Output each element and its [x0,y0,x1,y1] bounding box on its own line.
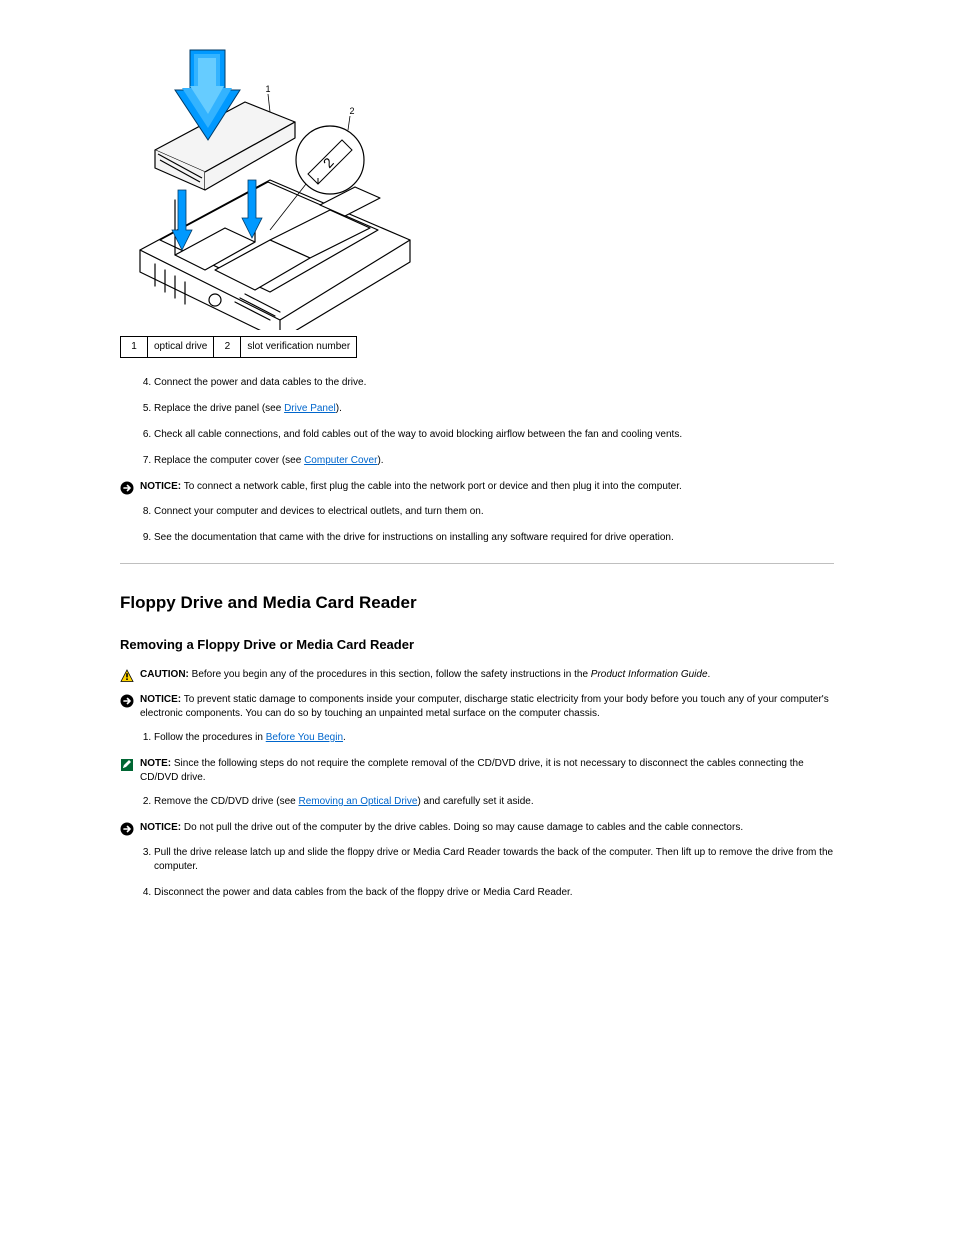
install-steps-continued: Connect your computer and devices to ele… [120,505,834,545]
callout-cell-1-label: optical drive [148,337,214,358]
notice-icon [120,822,134,836]
step-5: Replace the drive panel (see Drive Panel… [154,402,834,416]
step-r2: Remove the CD/DVD drive (see Removing an… [154,795,834,809]
install-steps-top: Connect the power and data cables to the… [120,376,834,468]
caution-icon [120,669,134,683]
section-divider [120,563,834,564]
callout-cell-2-num: 2 [214,337,241,358]
step-8-text: Connect your computer and devices to ele… [154,506,484,517]
notice-static-label: NOTICE: [140,694,181,705]
step-4: Connect the power and data cables to the… [154,376,834,390]
remove-steps-c: Pull the drive release latch up and slid… [120,846,834,900]
step-8: Connect your computer and devices to ele… [154,505,834,519]
step-r4-text: Disconnect the power and data cables fro… [154,887,573,898]
step-7-before: Replace the computer cover (see [154,455,304,466]
step-r4: Disconnect the power and data cables fro… [154,886,834,900]
step-r2-before: Remove the CD/DVD drive (see [154,796,299,807]
callout-1-number: 1 [265,84,270,94]
step-9: See the documentation that came with the… [154,531,834,545]
before-you-begin-link[interactable]: Before You Begin [266,732,343,743]
caution-after: . [708,669,711,680]
caution-before: Before you begin any of the procedures i… [189,669,591,680]
step-9-text: See the documentation that came with the… [154,532,674,543]
step-r1: Follow the procedures in Before You Begi… [154,731,834,745]
step-r1-before: Follow the procedures in [154,732,266,743]
computer-cover-link[interactable]: Computer Cover [304,455,377,466]
caution-safety: CAUTION: Before you begin any of the pro… [120,668,834,683]
step-7-after: ). [377,455,383,466]
section-title: Floppy Drive and Media Card Reader [120,592,834,615]
step-6-text: Check all cable connections, and fold ca… [154,429,682,440]
step-r1-after: . [343,732,346,743]
note-icon [120,758,134,772]
callout-cell-2-label: slot verification number [241,337,357,358]
step-5-before: Replace the drive panel (see [154,403,284,414]
caution-italic: Product Information Guide [591,669,708,680]
section-subtitle: Removing a Floppy Drive or Media Card Re… [120,636,834,654]
notice-cables-label: NOTICE: [140,822,181,833]
drive-panel-link[interactable]: Drive Panel [284,403,336,414]
note-cddvd: NOTE: Since the following steps do not r… [120,757,834,785]
notice-text: To connect a network cable, first plug t… [181,481,682,492]
step-4-text: Connect the power and data cables to the… [154,377,366,388]
step-r3: Pull the drive release latch up and slid… [154,846,834,874]
step-r2-after: ) and carefully set it aside. [417,796,533,807]
notice-cables-text: Do not pull the drive out of the compute… [181,822,743,833]
notice-icon [120,481,134,495]
caution-label: CAUTION: [140,669,189,680]
removing-optical-drive-link[interactable]: Removing an Optical Drive [299,796,418,807]
installation-figure: 2 1 2 [120,40,420,330]
notice-static-text: To prevent static damage to components i… [140,694,829,719]
remove-steps-b: Remove the CD/DVD drive (see Removing an… [120,795,834,809]
callout-cell-1-num: 1 [121,337,148,358]
remove-steps-a: Follow the procedures in Before You Begi… [120,731,834,745]
step-7: Replace the computer cover (see Computer… [154,454,834,468]
note-label: NOTE: [140,758,171,769]
note-text: Since the following steps do not require… [140,758,804,783]
step-6: Check all cable connections, and fold ca… [154,428,834,442]
callout-2-number: 2 [349,106,354,116]
step-r3-text: Pull the drive release latch up and slid… [154,847,833,872]
notice-label: NOTICE: [140,481,181,492]
notice-connect-network: NOTICE: To connect a network cable, firs… [120,480,834,495]
figure-callout-table: 1 optical drive 2 slot verification numb… [120,336,357,358]
notice-static: NOTICE: To prevent static damage to comp… [120,693,834,721]
notice-cables: NOTICE: Do not pull the drive out of the… [120,821,834,836]
step-5-after: ). [336,403,342,414]
notice-icon [120,694,134,708]
